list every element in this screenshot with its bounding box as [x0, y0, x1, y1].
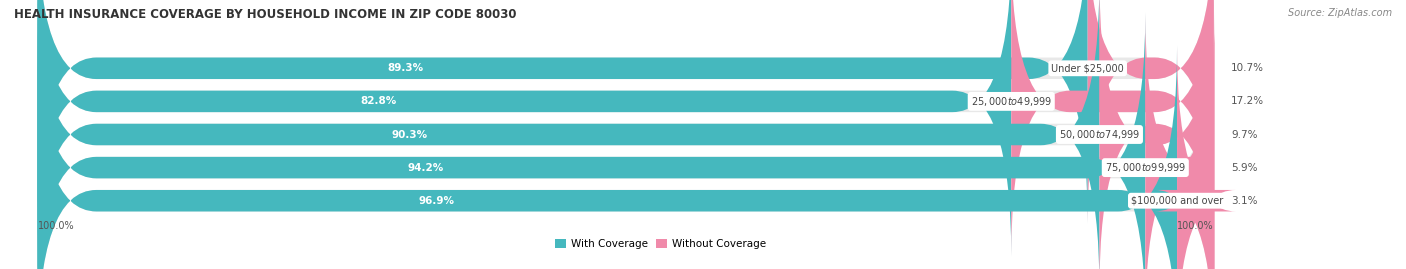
- FancyBboxPatch shape: [38, 0, 1099, 269]
- Text: $50,000 to $74,999: $50,000 to $74,999: [1059, 128, 1140, 141]
- Text: 17.2%: 17.2%: [1232, 96, 1264, 107]
- Text: 100.0%: 100.0%: [1177, 221, 1213, 231]
- FancyBboxPatch shape: [38, 0, 1213, 269]
- FancyBboxPatch shape: [1154, 46, 1236, 269]
- Text: 10.7%: 10.7%: [1232, 63, 1264, 73]
- Text: 89.3%: 89.3%: [387, 63, 423, 73]
- Text: $100,000 and over: $100,000 and over: [1130, 196, 1223, 206]
- FancyBboxPatch shape: [38, 46, 1177, 269]
- FancyBboxPatch shape: [1146, 13, 1215, 269]
- FancyBboxPatch shape: [38, 46, 1213, 269]
- Text: $75,000 to $99,999: $75,000 to $99,999: [1105, 161, 1185, 174]
- FancyBboxPatch shape: [38, 0, 1088, 223]
- FancyBboxPatch shape: [38, 0, 1213, 223]
- FancyBboxPatch shape: [38, 13, 1146, 269]
- Text: 3.1%: 3.1%: [1232, 196, 1257, 206]
- FancyBboxPatch shape: [38, 13, 1213, 269]
- Text: 96.9%: 96.9%: [419, 196, 454, 206]
- Text: 90.3%: 90.3%: [391, 129, 427, 140]
- FancyBboxPatch shape: [1011, 0, 1213, 256]
- Text: 5.9%: 5.9%: [1232, 162, 1257, 173]
- Text: 82.8%: 82.8%: [360, 96, 396, 107]
- FancyBboxPatch shape: [1088, 0, 1213, 223]
- FancyBboxPatch shape: [38, 0, 1011, 256]
- Text: 9.7%: 9.7%: [1232, 129, 1257, 140]
- Legend: With Coverage, Without Coverage: With Coverage, Without Coverage: [551, 235, 770, 253]
- Text: 94.2%: 94.2%: [408, 162, 443, 173]
- Text: 100.0%: 100.0%: [38, 221, 75, 231]
- Text: HEALTH INSURANCE COVERAGE BY HOUSEHOLD INCOME IN ZIP CODE 80030: HEALTH INSURANCE COVERAGE BY HOUSEHOLD I…: [14, 8, 516, 21]
- Text: $25,000 to $49,999: $25,000 to $49,999: [970, 95, 1052, 108]
- Text: Under $25,000: Under $25,000: [1052, 63, 1123, 73]
- FancyBboxPatch shape: [38, 0, 1213, 256]
- FancyBboxPatch shape: [1099, 0, 1213, 269]
- Text: Source: ZipAtlas.com: Source: ZipAtlas.com: [1288, 8, 1392, 18]
